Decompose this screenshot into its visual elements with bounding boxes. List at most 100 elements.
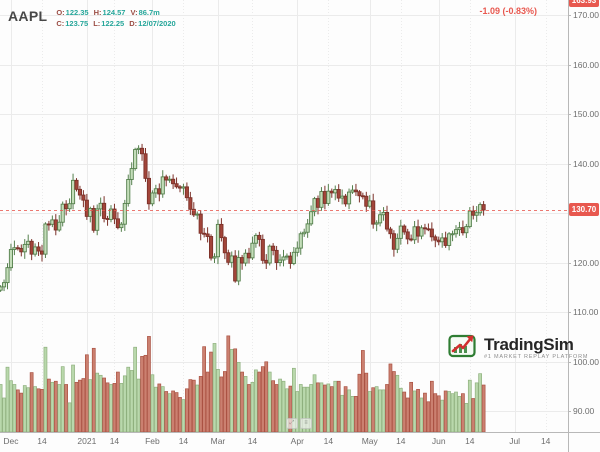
candle-body (15, 247, 20, 250)
candle-body (302, 231, 307, 235)
candle-body (74, 179, 79, 190)
candle-body (240, 257, 245, 264)
volume-bar (388, 363, 393, 433)
candle-body (222, 237, 227, 254)
volume-bar (22, 385, 27, 433)
candle-body (419, 227, 424, 237)
candle-body (364, 195, 369, 207)
candle-body (281, 256, 286, 261)
volume-bar (267, 371, 272, 433)
candle-body (136, 147, 141, 150)
volume-bar (454, 391, 458, 433)
candle-body (312, 198, 317, 213)
candle-body (447, 233, 452, 246)
time-axis[interactable]: Dec 14 2021 14 Feb 14 Mar 14 Apr 14 May 14 Jun 14 Jul 1… (0, 432, 600, 452)
volume-bar (405, 397, 410, 433)
volume-bar (374, 386, 379, 433)
price-tick-label: 150.00 (573, 109, 599, 120)
volume-bar (436, 395, 441, 433)
logo-tagline: #1 MARKET REPLAY PLATFORM (484, 354, 589, 360)
volume-bar (98, 374, 103, 433)
volume-bar (81, 378, 86, 433)
volume-bar (102, 377, 106, 433)
candle-body (212, 256, 217, 259)
candle-body (343, 195, 348, 205)
candle-body (236, 257, 241, 282)
volume-bar (209, 351, 213, 433)
volume-bar (147, 336, 151, 433)
volume-bar (122, 375, 127, 433)
volume-bar (178, 397, 182, 433)
candle-body (233, 255, 238, 282)
candle-body (478, 204, 483, 214)
candle-body (340, 195, 345, 199)
symbol-info: AAPL O:122.35 H:124.57 V:86.7m C:123.75 L:1… (8, 5, 181, 29)
volume-bar (278, 378, 282, 433)
candle-body (271, 245, 276, 251)
candle-body (119, 223, 124, 229)
ohlc-value: 12/07/2020 (138, 19, 176, 28)
candle-body (36, 246, 41, 252)
candle-body (19, 247, 24, 253)
volume-bar (329, 386, 334, 433)
time-tick-label: 14 (37, 436, 47, 446)
price-tick-label: 120.00 (573, 257, 599, 268)
volume-bar (350, 396, 355, 433)
volume-bar (43, 346, 48, 433)
volume-bar (464, 403, 469, 433)
candle-body (360, 195, 365, 198)
volume-bar (36, 388, 41, 433)
candle-body (253, 234, 258, 244)
ohlc-label: O: (56, 8, 65, 17)
volume-bar (264, 361, 269, 433)
volume-bar (229, 349, 234, 433)
ohlc-value: 124.57 (102, 8, 126, 17)
candle-body (305, 223, 310, 233)
volume-bar (333, 380, 338, 433)
candle-body (0, 286, 3, 291)
volume-bar (398, 387, 403, 433)
candle-body (22, 243, 27, 253)
candle-body (329, 190, 334, 194)
candle-body (433, 236, 438, 241)
candle-body (171, 178, 176, 185)
candle-body (105, 218, 110, 220)
candle-body (405, 231, 410, 240)
candle-body (402, 225, 407, 233)
volume-bar (33, 386, 37, 433)
candle-body (460, 227, 465, 234)
candle-body (257, 234, 262, 240)
candle-body (243, 252, 248, 264)
volume-bar (9, 380, 13, 433)
candle-body (416, 226, 421, 237)
volume-bar (361, 350, 365, 433)
volume-bar (12, 384, 17, 433)
candle-body (295, 247, 300, 253)
candle-body (367, 200, 372, 207)
candle-body (395, 237, 400, 250)
candle-body (33, 246, 38, 255)
volume-bar (450, 393, 455, 433)
ohlc-label: C: (56, 19, 65, 28)
candle-body (291, 251, 296, 264)
time-tick-label: 14 (540, 436, 551, 446)
candle-body (153, 188, 158, 194)
volume-bar (233, 348, 238, 433)
candle-body (336, 189, 341, 199)
price-tick-label: 100.00 (573, 356, 599, 367)
candle-body (184, 186, 189, 199)
volume-bar (129, 370, 134, 433)
volume-bar (357, 373, 362, 433)
volume-bar (188, 379, 193, 433)
clipped-price-badge: 163.93 (569, 0, 599, 7)
candle-body (429, 228, 434, 238)
pane-menu-button[interactable]: ≡ (300, 418, 312, 429)
price-axis[interactable]: 170.00160.00150.00140.00130.00120.00110.… (568, 0, 600, 432)
candle-body (315, 198, 321, 208)
pane-maximize-button[interactable]: ⤢ (286, 418, 298, 429)
volume-bar (385, 384, 389, 433)
candle-body (146, 177, 152, 205)
volume-bar (281, 380, 286, 433)
volume-bar (40, 388, 44, 433)
